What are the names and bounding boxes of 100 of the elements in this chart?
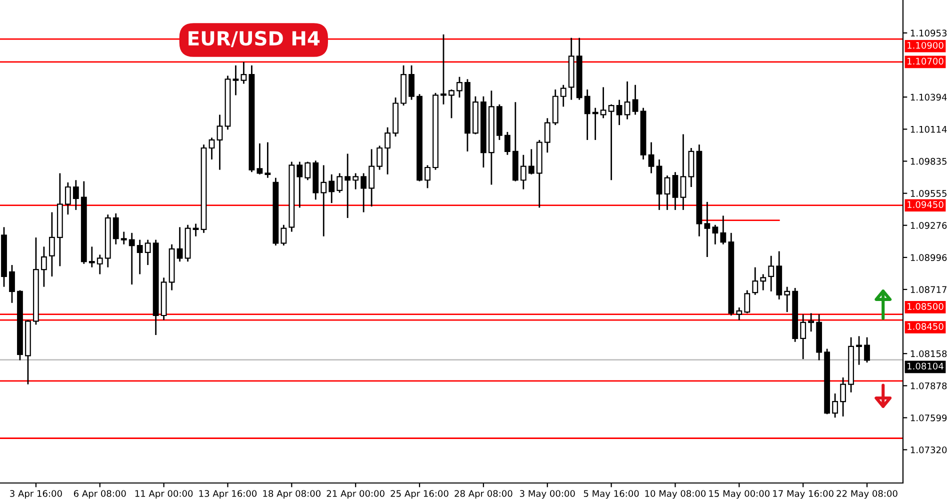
candlestick xyxy=(41,246,47,288)
x-tick-label: 15 May 00:00 xyxy=(709,490,770,499)
x-tick-label: 11 Apr 00:00 xyxy=(135,490,193,499)
candlestick xyxy=(544,117,550,154)
candlestick xyxy=(216,114,223,170)
candlestick xyxy=(840,376,846,418)
candlestick xyxy=(336,172,343,194)
y-tick-label: 1.07878 xyxy=(910,382,947,390)
candlestick xyxy=(376,145,383,170)
x-tick-label: 10 May 08:00 xyxy=(645,490,706,499)
candlestick xyxy=(440,34,446,106)
candlestick xyxy=(720,214,726,246)
candlestick xyxy=(520,154,526,190)
candlestick xyxy=(584,88,590,141)
candlestick xyxy=(680,134,686,211)
candlestick xyxy=(408,64,414,101)
candlestick xyxy=(648,142,654,174)
candlestick xyxy=(48,212,55,278)
candlestick xyxy=(616,99,622,126)
x-tick-label: 28 Apr 08:00 xyxy=(454,490,512,499)
ref-line-label: 1.10900 xyxy=(908,42,944,49)
candlestick xyxy=(504,131,510,156)
candlestick xyxy=(320,164,327,238)
candlestick xyxy=(600,86,606,119)
candlestick xyxy=(64,182,71,216)
candlestick xyxy=(128,232,135,286)
candlestick xyxy=(784,286,790,313)
x-tick-label: 22 May 08:00 xyxy=(836,490,898,499)
candlestick xyxy=(456,76,462,98)
x-tick-label: 5 May 16:00 xyxy=(584,490,639,499)
x-tick-label: 25 Apr 16:00 xyxy=(390,490,448,499)
candlestick xyxy=(96,254,103,275)
ref-line-label: 1.08104 xyxy=(908,362,944,370)
candlestick xyxy=(664,174,670,211)
candlestick xyxy=(592,107,598,141)
ref-line-label: 1.09450 xyxy=(908,201,944,208)
candlestick xyxy=(120,231,127,246)
candlestick xyxy=(304,161,311,181)
y-tick-label: 1.07599 xyxy=(910,414,947,422)
candlestick xyxy=(264,142,271,179)
candlestick xyxy=(760,274,766,291)
x-tick-label: 18 Apr 08:00 xyxy=(263,490,320,499)
candlestick xyxy=(624,80,630,120)
candlestick xyxy=(112,212,119,246)
x-tick-label: 3 May 00:00 xyxy=(520,490,575,499)
candlestick xyxy=(368,148,375,208)
x-tick-label: 3 Apr 16:00 xyxy=(10,490,62,499)
y-tick-label: 1.09555 xyxy=(910,190,946,197)
candlestick xyxy=(384,126,391,176)
y-tick-label: 1.10394 xyxy=(910,94,947,101)
y-tick-label: 1.08158 xyxy=(910,350,947,358)
x-tick-label: 6 Apr 08:00 xyxy=(74,490,126,499)
candlestick xyxy=(144,239,151,266)
candlestick xyxy=(72,179,79,211)
candlestick xyxy=(424,164,430,189)
y-tick-label: 1.10953 xyxy=(910,30,947,36)
candlestick xyxy=(800,314,806,360)
candlestick xyxy=(832,392,838,418)
candlestick xyxy=(704,201,710,258)
ref-line-label: 1.10700 xyxy=(908,58,944,65)
candlestick xyxy=(296,161,303,208)
y-tick-label: 1.09835 xyxy=(910,158,946,165)
candlestick xyxy=(736,306,742,321)
y-tick-label: 1.07320 xyxy=(910,446,947,454)
candlestick xyxy=(752,266,758,296)
candlestick xyxy=(256,142,263,176)
ref-line-label: 1.08500 xyxy=(908,302,944,310)
y-tick-label: 1.08717 xyxy=(910,286,946,294)
candlestick xyxy=(712,224,718,246)
candlestick xyxy=(808,312,814,332)
candlestick xyxy=(560,84,566,108)
x-tick-label: 17 May 16:00 xyxy=(773,490,834,499)
candlestick xyxy=(856,335,862,366)
candlestick xyxy=(864,336,870,364)
candlestick xyxy=(88,246,95,268)
candlestick xyxy=(328,174,335,204)
x-tick-label: 21 Apr 00:00 xyxy=(326,490,384,499)
candlestick xyxy=(136,239,143,275)
candlestick xyxy=(9,264,15,304)
candlestick xyxy=(280,224,287,246)
y-tick-label: 1.08996 xyxy=(910,254,947,262)
y-tick-label: 1.10114 xyxy=(910,126,947,133)
candlestick xyxy=(240,61,247,84)
candlestick xyxy=(632,84,638,116)
candlestick xyxy=(232,64,239,96)
candlestick xyxy=(608,104,614,181)
candlestick xyxy=(344,153,351,219)
candlestick xyxy=(672,171,678,211)
candlestick xyxy=(208,136,215,160)
text: EUR/USD H4 xyxy=(188,30,320,48)
ref-line-label: 1.08450 xyxy=(908,323,944,330)
candlestick xyxy=(448,88,454,119)
candlestick xyxy=(176,226,183,262)
candlestick xyxy=(744,290,750,314)
candlestick xyxy=(192,223,199,238)
candlestick xyxy=(768,255,774,292)
candlestick xyxy=(360,172,367,213)
candlestick xyxy=(528,148,534,176)
candlestick xyxy=(352,172,359,190)
x-tick-label: 13 Apr 16:00 xyxy=(199,490,257,499)
